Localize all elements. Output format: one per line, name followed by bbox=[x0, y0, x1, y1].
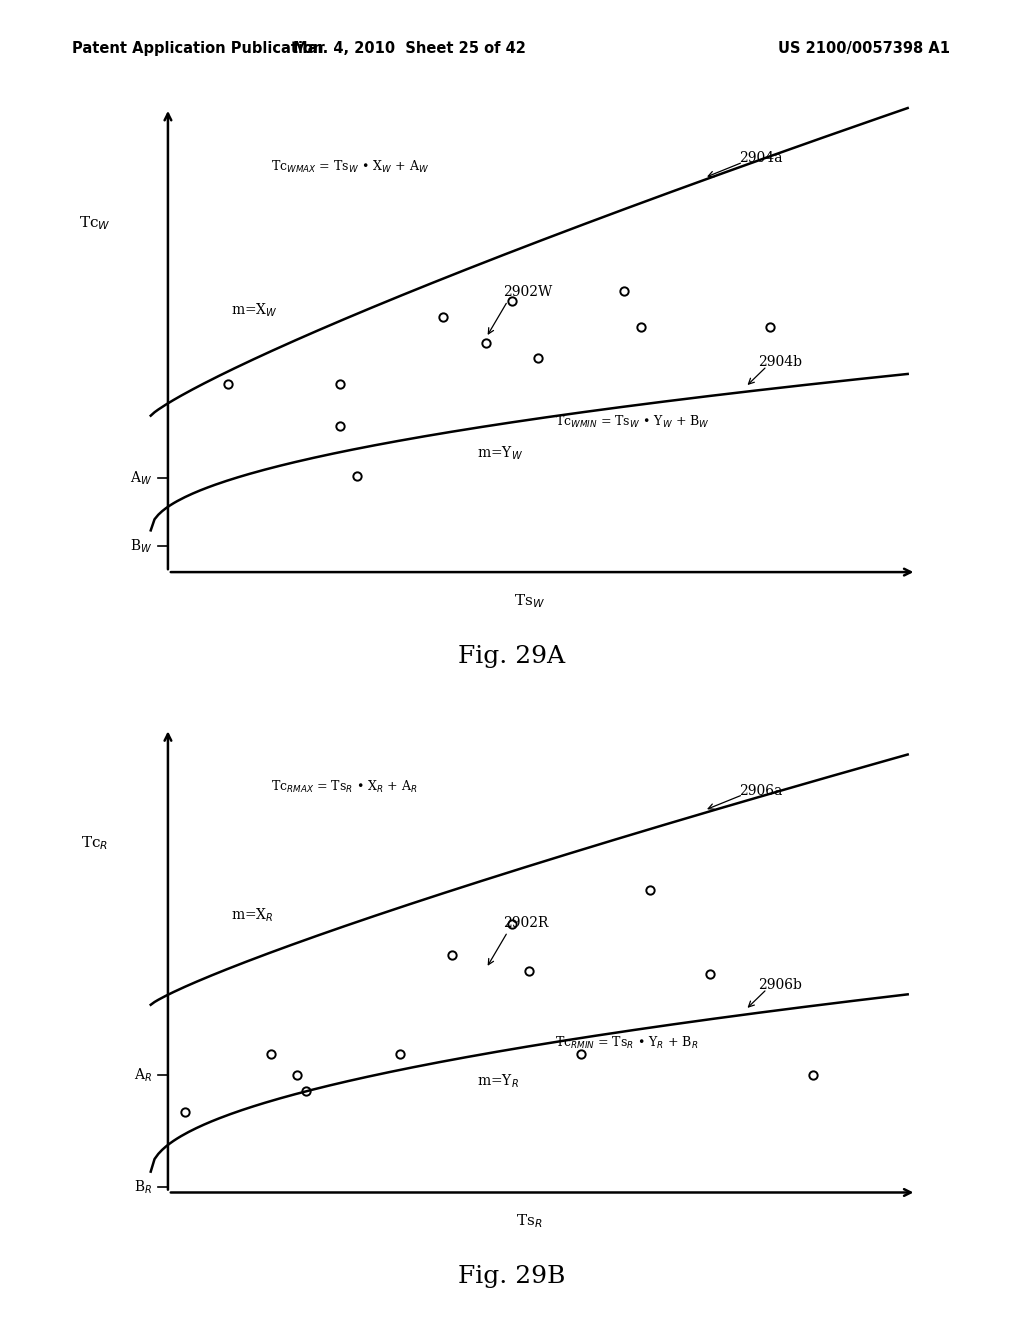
Text: Tc$_{RMIN}$ = Ts$_R$ • Y$_R$ + B$_R$: Tc$_{RMIN}$ = Ts$_R$ • Y$_R$ + B$_R$ bbox=[555, 1035, 698, 1051]
Text: 2902R: 2902R bbox=[504, 916, 549, 929]
Text: Ts$_R$: Ts$_R$ bbox=[516, 1212, 543, 1230]
Text: 2902W: 2902W bbox=[504, 285, 553, 298]
Text: Ts$_W$: Ts$_W$ bbox=[514, 591, 545, 610]
Text: 2904a: 2904a bbox=[738, 150, 782, 165]
Text: Tc$_W$: Tc$_W$ bbox=[79, 214, 111, 231]
Text: A$_R$: A$_R$ bbox=[134, 1067, 153, 1084]
Text: Patent Application Publication: Patent Application Publication bbox=[72, 41, 324, 55]
Text: m=Y$_R$: m=Y$_R$ bbox=[477, 1072, 519, 1090]
Text: 2906a: 2906a bbox=[738, 784, 782, 797]
Text: Mar. 4, 2010  Sheet 25 of 42: Mar. 4, 2010 Sheet 25 of 42 bbox=[293, 41, 526, 55]
Text: 2906b: 2906b bbox=[759, 978, 802, 993]
Text: m=X$_W$: m=X$_W$ bbox=[231, 302, 278, 319]
Text: Fig. 29B: Fig. 29B bbox=[459, 1266, 565, 1288]
Text: US 2100/0057398 A1: US 2100/0057398 A1 bbox=[778, 41, 950, 55]
Text: Tc$_{WMAX}$ = Ts$_W$ • X$_W$ + A$_W$: Tc$_{WMAX}$ = Ts$_W$ • X$_W$ + A$_W$ bbox=[271, 158, 429, 174]
Text: m=X$_R$: m=X$_R$ bbox=[231, 907, 273, 924]
Text: B$_W$: B$_W$ bbox=[130, 537, 153, 554]
Text: B$_R$: B$_R$ bbox=[134, 1179, 153, 1196]
Text: A$_W$: A$_W$ bbox=[130, 470, 153, 487]
Text: m=Y$_W$: m=Y$_W$ bbox=[477, 445, 523, 462]
Text: 2904b: 2904b bbox=[759, 355, 803, 370]
Text: Tc$_{WMIN}$ = Ts$_W$ • Y$_W$ + B$_W$: Tc$_{WMIN}$ = Ts$_W$ • Y$_W$ + B$_W$ bbox=[555, 414, 710, 430]
Text: Fig. 29A: Fig. 29A bbox=[459, 645, 565, 668]
Text: Tc$_{RMAX}$ = Ts$_R$ • X$_R$ + A$_R$: Tc$_{RMAX}$ = Ts$_R$ • X$_R$ + A$_R$ bbox=[271, 779, 418, 795]
Text: Tc$_R$: Tc$_R$ bbox=[81, 834, 109, 851]
